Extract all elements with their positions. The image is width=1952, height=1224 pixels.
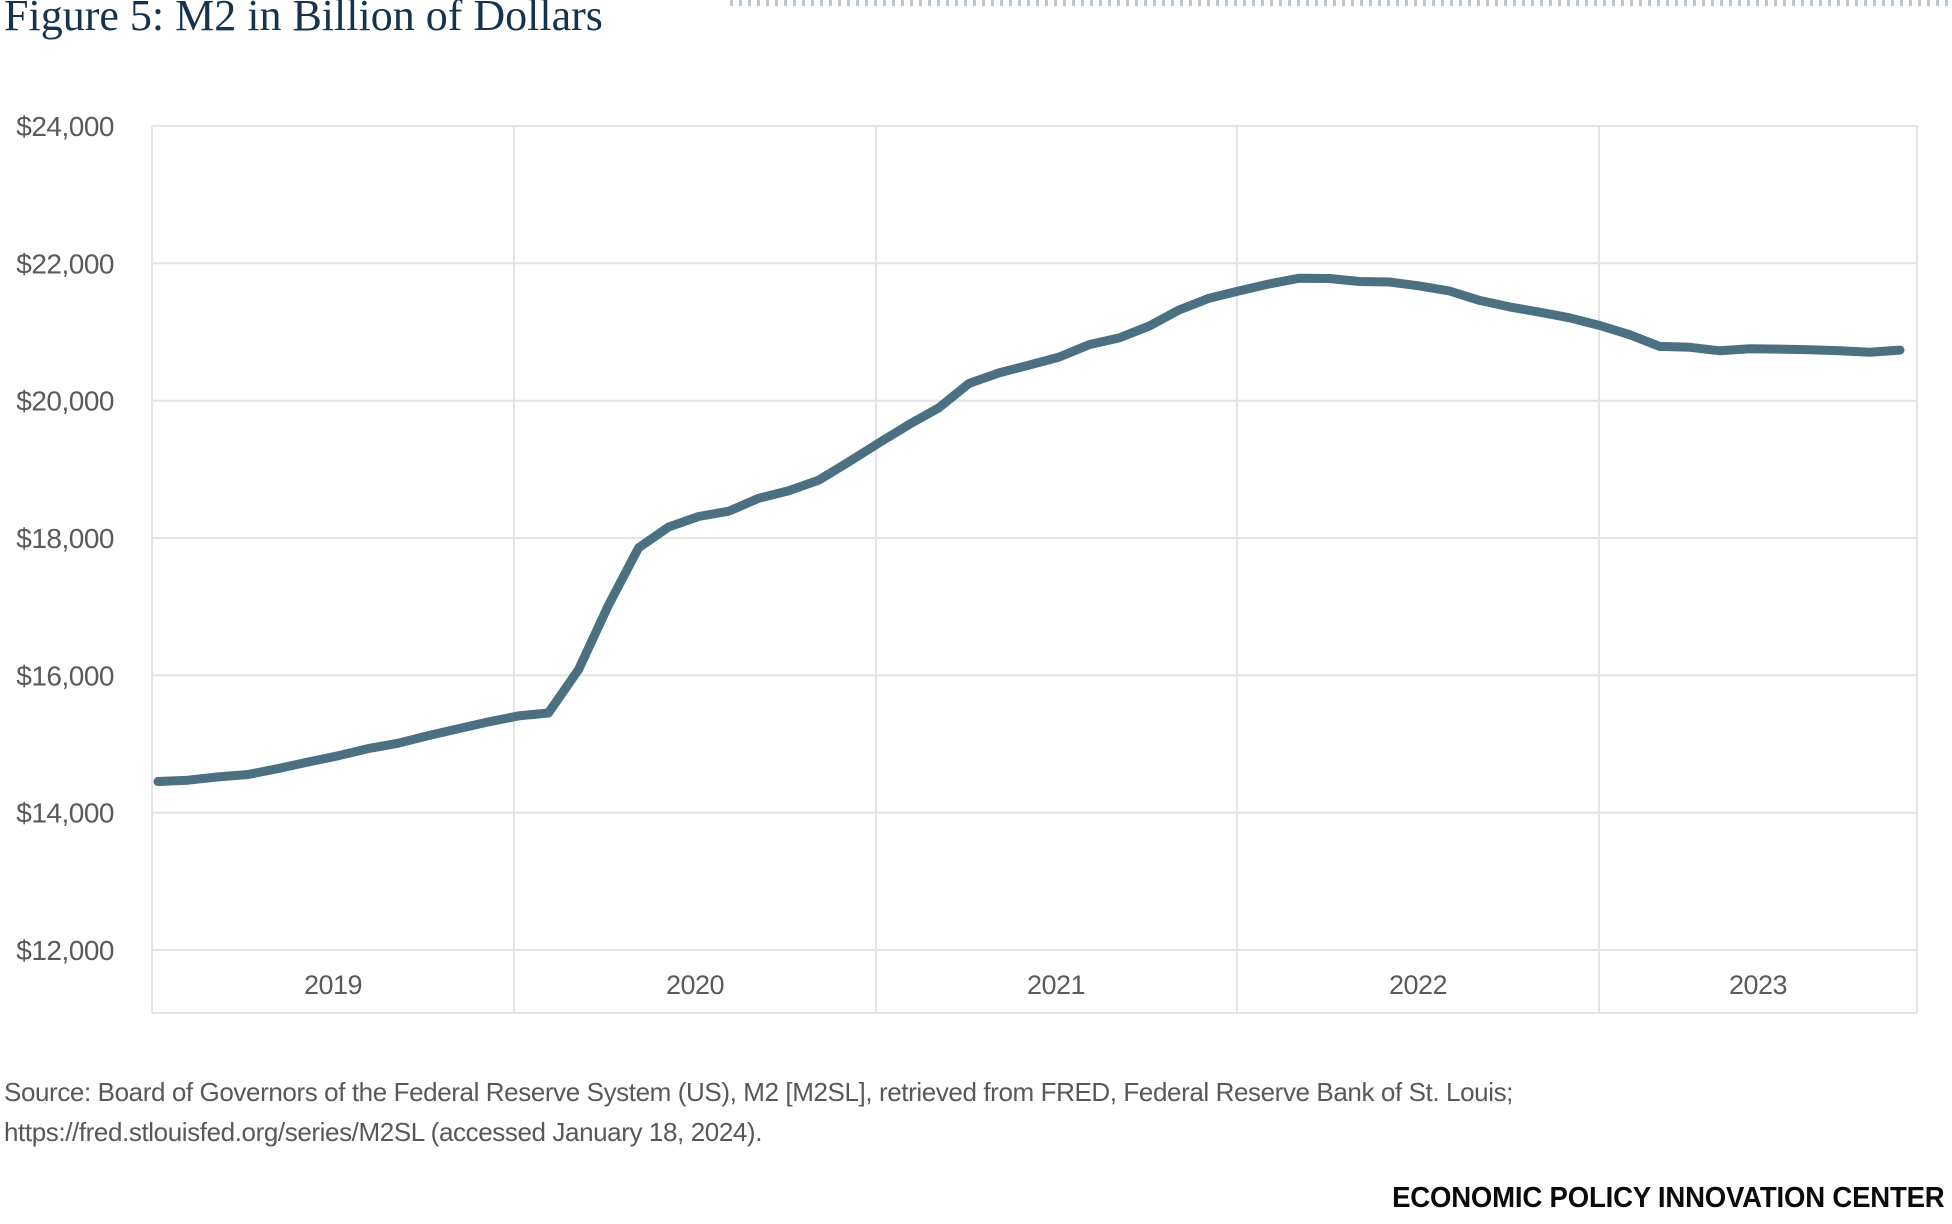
y-axis-tick-label: $22,000	[16, 248, 114, 279]
y-axis-tick-label: $14,000	[16, 798, 114, 829]
x-axis-tick-label: 2019	[304, 970, 362, 1000]
x-axis-tick-label: 2022	[1389, 970, 1447, 1000]
org-wordmark: ECONOMIC POLICY INNOVATION CENTER	[1391, 1182, 1945, 1214]
y-axis-tick-label: $16,000	[16, 660, 114, 691]
source-note-line-2: https://fred.stlouisfed.org/series/M2SL …	[4, 1117, 763, 1147]
x-axis-tick-label: 2020	[666, 970, 724, 1000]
source-note: Source: Board of Governors of the Federa…	[4, 1072, 1513, 1152]
y-axis-tick-label: $24,000	[16, 111, 114, 142]
m2-series-line	[153, 273, 1905, 786]
m2-line-chart: $24,000 $22,000 $20,000 $18,000 $16,000 $14,0…	[16, 111, 1918, 1014]
source-note-line-1: Source: Board of Governors of the Federa…	[4, 1077, 1514, 1107]
x-axis-tick-label: 2023	[1729, 970, 1787, 1000]
top-dotted-rule	[730, 0, 1952, 6]
figure-title: Figure 5: M2 in Billion of Dollars	[4, 0, 603, 40]
x-axis-tick-label: 2021	[1027, 970, 1085, 1000]
y-axis-tick-label: $20,000	[16, 386, 114, 417]
y-axis-tick-label: $18,000	[16, 523, 114, 554]
y-axis-tick-label: $12,000	[16, 935, 114, 966]
